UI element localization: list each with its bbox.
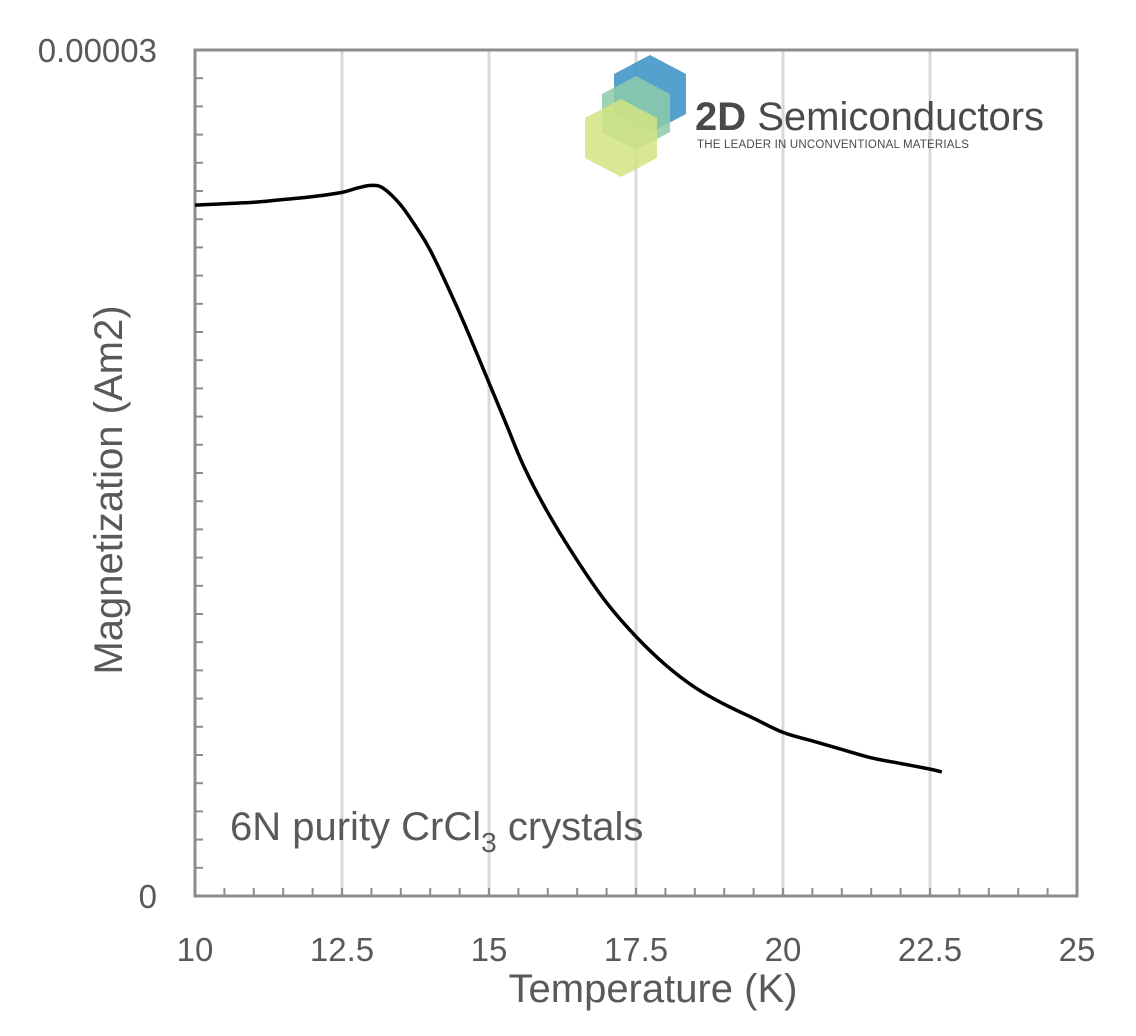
- logo-name-bold: 2D: [695, 95, 746, 139]
- annotation-suffix: crystals: [497, 805, 644, 849]
- y-tick-label: 0.00003: [38, 32, 157, 69]
- company-logo: 2D Semiconductors THE LEADER IN UNCONVEN…: [585, 55, 1044, 177]
- x-tick-label: 22.5: [898, 931, 962, 968]
- logo-hexagons-icon: [585, 55, 686, 177]
- x-tick-label: 10: [177, 931, 214, 968]
- annotation-subscript: 3: [481, 827, 497, 858]
- x-axis-tick-labels: 10 12.5 15 17.5 20 22.5 25: [177, 931, 1096, 968]
- logo-name: 2D Semiconductors: [695, 95, 1044, 139]
- series-line-0: [194, 183, 943, 774]
- x-tick-label: 12.5: [310, 931, 374, 968]
- y-tick-label: 0: [139, 878, 157, 915]
- minor-ticks: [195, 77, 1049, 896]
- x-tick-label: 20: [765, 931, 802, 968]
- y-axis-title: Magnetization (Am2): [87, 305, 131, 674]
- annotation-prefix: 6N purity CrCl: [230, 805, 481, 849]
- x-axis-title: Temperature (K): [509, 967, 798, 1011]
- sample-annotation: 6N purity CrCl3 crystals: [230, 805, 643, 858]
- plot-area-frame: [193, 48, 1079, 898]
- x-tick-label: 15: [471, 931, 508, 968]
- logo-name-rest: Semiconductors: [746, 95, 1044, 139]
- x-tick-label: 25: [1059, 931, 1096, 968]
- y-axis-tick-labels: 0 0.00003: [38, 32, 157, 915]
- grid: [340, 50, 932, 896]
- logo-hex-yellow: [585, 99, 657, 177]
- series-layer: [194, 183, 943, 774]
- logo-tagline: THE LEADER IN UNCONVENTIONAL MATERIALS: [697, 139, 969, 151]
- x-tick-label: 17.5: [604, 931, 668, 968]
